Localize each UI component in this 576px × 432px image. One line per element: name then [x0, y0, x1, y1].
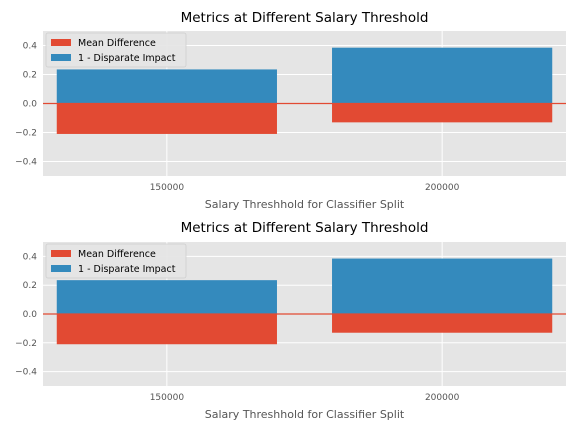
chart-title: Metrics at Different Salary Threshold: [181, 220, 429, 236]
legend-box: [45, 243, 187, 279]
legend-swatch-mean-difference: [51, 39, 71, 46]
x-tick-label: 150000: [150, 183, 185, 193]
y-tick-label: 0.0: [23, 310, 38, 320]
x-axis-label: Salary Threshhold for Classifier Split: [205, 198, 405, 211]
y-tick-label: 0.2: [23, 281, 37, 291]
legend-label-disparate-impact: 1 - Disparate Impact: [78, 264, 176, 275]
y-tick-label: −0.2: [15, 129, 37, 139]
legend-swatch-mean-difference: [51, 250, 71, 257]
x-tick-label: 150000: [150, 393, 185, 403]
chart-panel-2: −0.4 −0.2 0.0 0.2 0.4 150000 200000 Metrics at …: [15, 220, 566, 421]
x-tick-label: 200000: [425, 183, 460, 193]
y-tick-label: 0.0: [23, 100, 38, 110]
chart-title: Metrics at Different Salary Threshold: [181, 10, 429, 26]
legend: Mean Difference 1 - Disparate Impact: [45, 32, 187, 68]
y-tick-label: 0.2: [23, 71, 37, 81]
legend-swatch-disparate-impact: [51, 54, 71, 61]
y-tick-label: −0.4: [15, 368, 37, 378]
legend-box: [45, 32, 187, 68]
legend-swatch-disparate-impact: [51, 265, 71, 272]
bar-disparate-impact-150000: [56, 69, 277, 104]
y-tick-label: −0.2: [15, 339, 37, 349]
bar-disparate-impact-150000: [56, 280, 277, 314]
bar-mean-difference-200000: [332, 103, 553, 123]
bar-mean-difference-200000: [332, 314, 553, 333]
legend-label-mean-difference: Mean Difference: [78, 38, 156, 49]
bar-mean-difference-150000: [56, 103, 277, 134]
legend-label-mean-difference: Mean Difference: [78, 249, 156, 260]
y-tick-label: 0.4: [23, 252, 38, 262]
x-axis-label: Salary Threshhold for Classifier Split: [205, 408, 405, 421]
x-tick-label: 200000: [425, 393, 460, 403]
y-tick-label: −0.4: [15, 158, 37, 168]
y-tick-label: 0.4: [23, 42, 38, 52]
chart-panel-1: −0.4 −0.2 0.0 0.2 0.4 150000 200000 Metrics at …: [15, 10, 566, 211]
legend: Mean Difference 1 - Disparate Impact: [45, 243, 187, 279]
legend-label-disparate-impact: 1 - Disparate Impact: [78, 53, 176, 64]
bar-mean-difference-150000: [56, 314, 277, 345]
bar-disparate-impact-200000: [332, 47, 553, 104]
bar-disparate-impact-200000: [332, 258, 553, 314]
